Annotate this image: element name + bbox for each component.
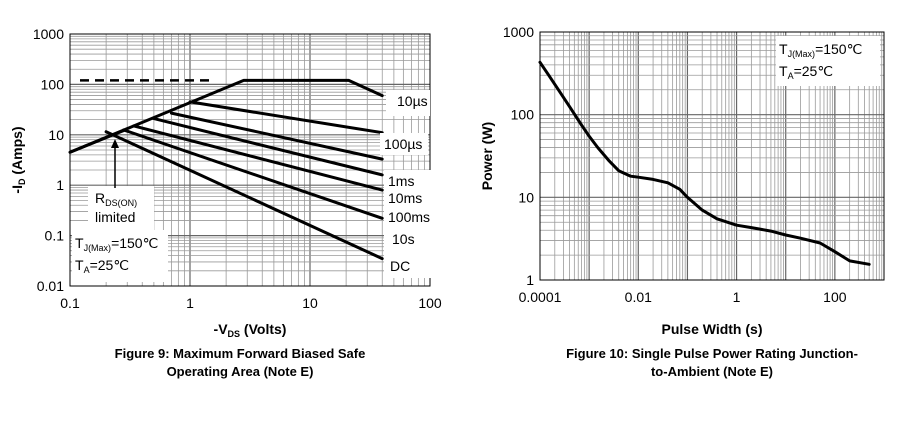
- soa-x-tick-labels: 0.1 1 10 100: [60, 295, 442, 311]
- power-tj-label: TJ(Max)=150℃: [779, 41, 862, 59]
- series-label-1ms: 1ms: [388, 173, 414, 189]
- series-label-10s: 10s: [392, 231, 415, 247]
- y-tick-label: 1000: [33, 26, 64, 42]
- soa-ta-label: TA=25℃: [75, 257, 129, 275]
- series-label-10ms: 10ms: [388, 190, 422, 206]
- series-line-DC: [104, 130, 384, 261]
- power-x-axis-label: Pulse Width (s): [662, 321, 763, 337]
- soa-tj-label: TJ(Max)=150℃: [75, 235, 158, 253]
- soa-y-axis-label: -ID (Amps): [9, 126, 27, 193]
- series-line-power-curve: [538, 60, 871, 266]
- power-plot-frame: [539, 31, 885, 281]
- series-line-10s: [122, 128, 384, 220]
- soa-series: [68, 78, 384, 261]
- series-label-100ms: 100ms: [388, 209, 430, 225]
- power-caption-line2: to-Ambient (Note E): [651, 364, 773, 379]
- x-tick-label: 1: [733, 289, 741, 305]
- soa-caption-line1: Figure 9: Maximum Forward Biased Safe: [115, 346, 366, 361]
- soa-label-bg-10us: [386, 90, 430, 116]
- soa-rds-arrow: [111, 139, 119, 188]
- series-line-100ms: [132, 124, 384, 192]
- power-caption-line1: Figure 10: Single Pulse Power Rating Jun…: [566, 346, 858, 361]
- power-x-tick-labels: 0.0001 0.01 1 100: [519, 289, 847, 305]
- y-tick-label: 0.1: [45, 228, 65, 244]
- series-line-10ms: [152, 117, 384, 177]
- rds-limit-line: [69, 127, 128, 154]
- x-tick-label: 100: [418, 295, 442, 311]
- y-tick-label: 1000: [503, 24, 534, 40]
- x-tick-label: 0.0001: [519, 289, 562, 305]
- soa-rds-box-bg: [88, 186, 154, 230]
- series-line-1ms: [169, 111, 384, 161]
- y-tick-label: 1: [526, 272, 534, 288]
- series-label-100µs: 100µs: [384, 136, 422, 152]
- series-label-DC: DC: [390, 258, 410, 274]
- x-tick-label: 100: [823, 289, 847, 305]
- power-y-tick-labels: 1 10 100 1000: [503, 24, 534, 288]
- y-tick-label: 10: [518, 189, 534, 205]
- soa-caption-line2: Operating Area (Note E): [167, 364, 314, 379]
- soa-label-bg-right: [384, 170, 432, 278]
- y-tick-label: 100: [41, 76, 65, 92]
- soa-rds-label: RDS(ON): [95, 190, 137, 208]
- chart-power: 0.0001 0.01 1 100 1 10 100 1000 TJ(Max)=150℃ T…: [479, 24, 885, 379]
- x-tick-label: 0.01: [625, 289, 652, 305]
- soa-rds-label-limited: limited: [95, 209, 135, 225]
- power-temp-box-bg: [776, 36, 880, 86]
- y-tick-label: 0.01: [37, 278, 64, 294]
- series-line-100µs: [188, 100, 384, 135]
- power-ta-label: TA=25℃: [779, 63, 833, 81]
- power-series: [538, 60, 871, 266]
- x-tick-label: 0.1: [60, 295, 80, 311]
- x-tick-label: 10: [302, 295, 318, 311]
- series-line-10µs: [68, 78, 384, 154]
- y-tick-label: 100: [511, 107, 535, 123]
- soa-plot-frame: [69, 33, 431, 287]
- y-tick-label: 10: [48, 127, 64, 143]
- soa-y-tick-labels: 0.01 0.1 1 10 100 1000: [33, 26, 64, 294]
- power-y-axis-label: Power (W): [479, 122, 495, 190]
- x-tick-label: 1: [186, 295, 194, 311]
- soa-x-axis-label: -VDS (Volts): [214, 321, 287, 339]
- series-label-10µs: 10µs: [397, 93, 428, 109]
- soa-label-bg-100us: [380, 133, 428, 155]
- soa-temp-box-bg: [72, 230, 168, 282]
- y-tick-label: 1: [56, 177, 64, 193]
